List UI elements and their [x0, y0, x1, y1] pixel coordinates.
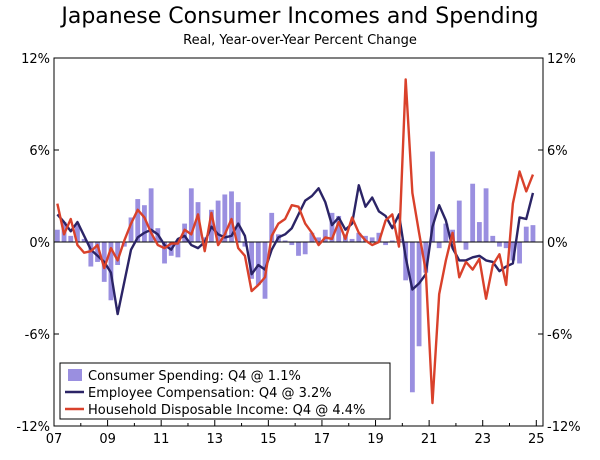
legend-swatch-spending	[68, 369, 82, 381]
spending-bar	[497, 242, 502, 247]
chart-subtitle: Real, Year-over-Year Percent Change	[183, 33, 417, 48]
x-tick-label: 25	[528, 432, 545, 447]
spending-bar	[523, 226, 529, 242]
y-tick-label-right: 0%	[547, 236, 568, 251]
spending-bar	[322, 229, 328, 242]
y-tick-label-right: -6%	[547, 328, 572, 343]
spending-bar	[369, 237, 375, 242]
y-tick-label-left: -6%	[25, 328, 50, 343]
spending-bar	[463, 242, 469, 250]
spending-bar	[430, 151, 435, 242]
x-tick-label: 21	[421, 432, 438, 447]
spending-bar	[242, 242, 248, 247]
spending-bar	[182, 223, 188, 242]
household-income-line	[56, 78, 535, 405]
employee-compensation-line	[56, 184, 535, 316]
spending-bar	[95, 242, 100, 262]
chart-title: Japanese Consumer Incomes and Spending	[61, 4, 539, 29]
spending-bar	[128, 217, 134, 242]
legend-label: Employee Compensation: Q4 @ 3.2%	[88, 386, 332, 401]
y-tick-label-right: 12%	[547, 52, 576, 67]
spending-bar	[81, 238, 87, 242]
spending-bar	[229, 191, 234, 242]
spending-bar	[296, 242, 301, 256]
spending-bar	[302, 242, 308, 255]
y-tick-label-right: -12%	[547, 420, 581, 435]
spending-bar	[269, 212, 275, 242]
y-tick-label-left: -12%	[16, 420, 50, 435]
spending-bar	[142, 205, 147, 242]
legend-label: Consumer Spending: Q4 @ 1.1%	[88, 369, 301, 384]
spending-bar	[135, 199, 141, 242]
x-tick-label: 15	[260, 432, 277, 447]
x-tick-label: 09	[99, 432, 116, 447]
spending-bar	[249, 242, 255, 279]
y-tick-label-left: 0%	[29, 236, 50, 251]
x-tick-label: 23	[474, 432, 491, 447]
spending-bar	[336, 215, 342, 242]
spending-bar	[409, 242, 415, 393]
spending-bar	[121, 242, 127, 247]
x-tick-label: 13	[206, 432, 223, 447]
spending-bar	[383, 242, 388, 246]
spending-bar	[423, 242, 429, 273]
spending-bar	[175, 242, 181, 258]
spending-bar	[456, 200, 462, 242]
lines-layer	[56, 78, 535, 405]
spending-bar	[510, 242, 516, 261]
legend-label: Household Disposable Income: Q4 @ 4.4%	[88, 403, 365, 418]
spending-bar	[54, 229, 60, 242]
spending-bar	[88, 242, 94, 267]
spending-bar	[389, 240, 395, 242]
y-tick-label-right: 6%	[547, 144, 568, 159]
spending-bar	[376, 232, 382, 242]
spending-bar	[188, 188, 194, 242]
spending-bar	[282, 240, 288, 242]
legend-layer: Consumer Spending: Q4 @ 1.1% Employee Com…	[59, 362, 391, 420]
spending-bar	[195, 202, 201, 242]
y-tick-label-left: 12%	[21, 52, 50, 67]
x-tick-label: 07	[46, 432, 63, 447]
ticks-layer: 12% 12%6% 6%0% 0%-6% -6%-12% -12%07 09 11 13 15 17…	[16, 52, 580, 447]
spending-bar	[476, 222, 482, 242]
spending-bar	[436, 242, 442, 249]
spending-bar	[470, 183, 476, 242]
spending-bar	[349, 238, 355, 242]
x-tick-label: 17	[314, 432, 331, 447]
spending-bar	[316, 237, 321, 242]
spending-bar	[255, 242, 261, 285]
spending-bar	[356, 232, 362, 242]
spending-bar	[416, 242, 422, 347]
x-tick-label: 19	[367, 432, 384, 447]
x-tick-label: 11	[153, 432, 170, 447]
spending-bar	[148, 188, 154, 242]
spending-bar	[490, 235, 496, 242]
spending-bar	[115, 242, 121, 265]
spending-bar	[443, 223, 449, 242]
legend-box	[59, 362, 391, 420]
spending-bar	[517, 242, 522, 264]
spending-bar	[222, 194, 228, 242]
spending-bar	[75, 223, 80, 242]
spending-bar	[162, 242, 167, 264]
spending-bar	[215, 200, 221, 242]
spending-bar	[309, 232, 315, 242]
spending-bar	[503, 242, 509, 249]
spending-bar	[289, 242, 295, 246]
y-tick-label-left: 6%	[29, 144, 50, 159]
spending-bar	[68, 235, 74, 242]
spending-bar	[530, 225, 536, 242]
spending-bar	[329, 212, 335, 242]
spending-bar	[483, 188, 489, 242]
spending-bar	[235, 202, 241, 242]
